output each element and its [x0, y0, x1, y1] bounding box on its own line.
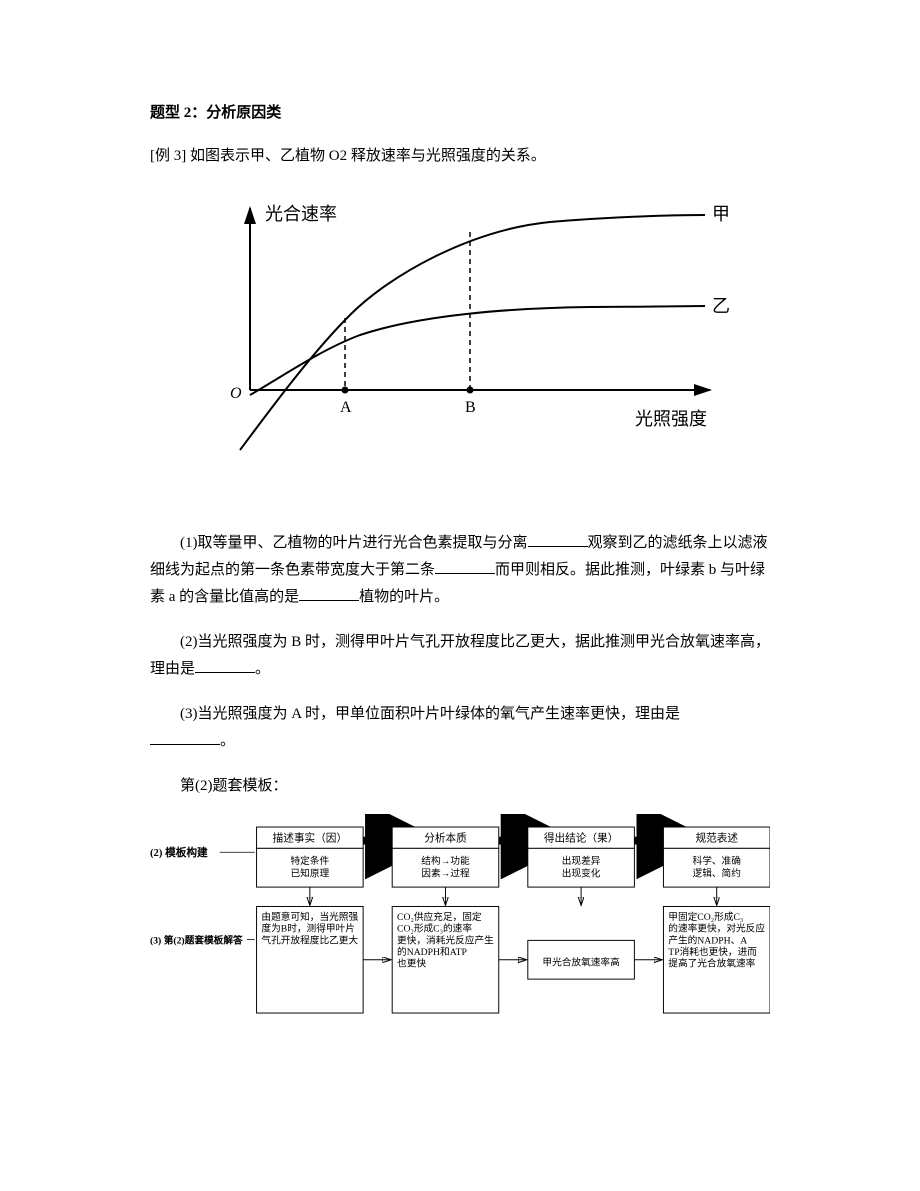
svg-text:B: B — [465, 399, 476, 416]
svg-text:描述事实（因）: 描述事实（因） — [273, 832, 347, 845]
svg-text:(3) 第(2)题套模板解答: (3) 第(2)题套模板解答 — [150, 933, 243, 946]
flowchart: (2) 模板构建 (3) 第(2)题套模板解答 描述事实（因） 特定条件已知原理 分析本… — [150, 814, 770, 1069]
q1-text-d: 植物的叶片。 — [359, 589, 449, 605]
svg-text:分析本质: 分析本质 — [424, 832, 467, 845]
svg-text:得出结论（果）: 得出结论（果） — [544, 832, 618, 845]
blank-4 — [195, 658, 255, 673]
svg-text:科学、准确逻辑、简约: 科学、准确逻辑、简约 — [693, 854, 741, 880]
template-subtitle: 第(2)题套模板： — [150, 773, 770, 800]
svg-text:结构→功能因素→过程: 结构→功能因素→过程 — [421, 854, 470, 880]
svg-text:光合速率: 光合速率 — [265, 204, 337, 224]
question-3: (3)当光照强度为 A 时，甲单位面积叶片叶绿体的氧气产生速率更快，理由是 — [150, 701, 770, 728]
svg-text:(2) 模板构建: (2) 模板构建 — [150, 846, 208, 859]
q2-text-b: 。 — [255, 661, 270, 677]
svg-text:规范表述: 规范表述 — [695, 832, 738, 845]
blank-1 — [528, 532, 588, 547]
blank-3 — [299, 586, 359, 601]
svg-text:甲光合放氧速率高: 甲光合放氧速率高 — [542, 956, 620, 969]
svg-text:出现差异出现变化: 出现差异出现变化 — [562, 854, 601, 880]
photosynthesis-chart: 光合速率光照强度 O 甲乙 A B — [190, 200, 730, 490]
section-title: 题型 2：分析原因类 — [150, 100, 770, 127]
svg-text:甲: 甲 — [712, 204, 730, 224]
svg-text:A: A — [340, 399, 352, 416]
svg-text:光照强度: 光照强度 — [635, 409, 707, 429]
svg-text:O: O — [230, 385, 242, 402]
svg-text:特定条件已知原理: 特定条件已知原理 — [290, 854, 329, 880]
svg-text:乙: 乙 — [712, 296, 730, 316]
blank-5 — [150, 730, 220, 745]
q1-text-a: (1)取等量甲、乙植物的叶片进行光合色素提取与分离 — [180, 535, 528, 551]
example-intro: [例 3] 如图表示甲、乙植物 O2 释放速率与光照强度的关系。 — [150, 143, 770, 170]
question-2: (2)当光照强度为 B 时，测得甲叶片气孔开放程度比乙更大，据此推测甲光合放氧速… — [150, 629, 770, 683]
blank-2 — [435, 559, 495, 574]
question-1: (1)取等量甲、乙植物的叶片进行光合色素提取与分离观察到乙的滤纸条上以滤液细线为… — [150, 530, 770, 611]
question-3-tail: 。 — [150, 728, 770, 755]
q3-text-b: 。 — [220, 733, 235, 749]
svg-text:由题意可知，当光照强度为B时，测得甲叶片气孔开放程度比乙更大: 由题意可知，当光照强度为B时，测得甲叶片气孔开放程度比乙更大 — [261, 910, 358, 946]
q3-text-a: (3)当光照强度为 A 时，甲单位面积叶片叶绿体的氧气产生速率更快，理由是 — [180, 706, 680, 722]
